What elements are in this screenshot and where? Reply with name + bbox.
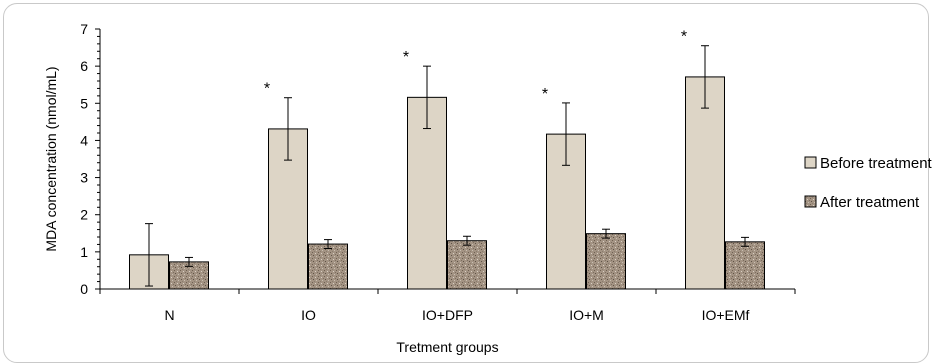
significance-marker: * — [403, 49, 409, 66]
y-tick-label: 2 — [80, 207, 88, 223]
x-tick-label: IO+M — [569, 307, 604, 323]
y-tick-label: 1 — [80, 244, 88, 260]
bars: * * * * — [129, 29, 765, 290]
y-tick-label: 0 — [80, 281, 88, 297]
y-tick-label: 4 — [80, 132, 88, 148]
legend: Before treatment After treatment — [804, 155, 933, 211]
bar-after — [447, 240, 487, 290]
significance-marker: * — [264, 81, 270, 98]
bar-after — [586, 233, 626, 290]
significance-marker: * — [681, 29, 687, 46]
legend-label: Before treatment — [820, 155, 933, 172]
bar-after — [308, 243, 348, 290]
x-axis-title: Tretment groups — [396, 339, 498, 355]
significance-marker: * — [542, 86, 548, 103]
x-tick-label: N — [164, 307, 174, 323]
legend-label: After treatment — [820, 194, 920, 211]
bar-before — [407, 96, 447, 290]
y-tick-label: 7 — [80, 21, 88, 37]
legend-swatch — [804, 156, 817, 169]
bar-chart: 0 1 2 3 4 5 6 7 N IO IO+DFP IO+M IO+EMf * * * * Before… — [43, 21, 933, 355]
y-tick-label: 3 — [80, 170, 88, 186]
y-tick-label: 6 — [80, 58, 88, 74]
x-tick-label: IO — [301, 307, 316, 323]
y-axis: 0 1 2 3 4 5 6 7 — [80, 21, 101, 297]
y-axis-title: MDA concentration (nmol/mL) — [43, 66, 59, 251]
x-tick-label: IO+EMf — [702, 307, 750, 323]
x-tick-label: IO+DFP — [422, 307, 473, 323]
bar-before — [685, 76, 725, 290]
bar-after — [725, 241, 765, 290]
x-axis: N IO IO+DFP IO+M IO+EMf — [99, 288, 796, 323]
y-tick-label: 5 — [80, 95, 88, 111]
legend-swatch — [804, 195, 817, 208]
